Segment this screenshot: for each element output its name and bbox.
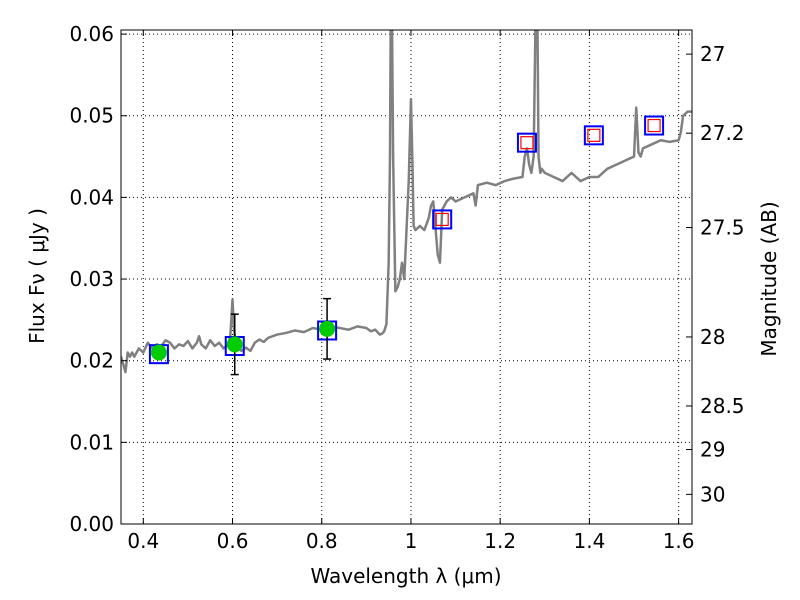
- x-tick-label: 1.4: [573, 529, 605, 553]
- x-tick-label: 0.4: [127, 529, 159, 553]
- x-tick-label: 1.6: [663, 529, 695, 553]
- upper-limit-marker: [435, 212, 449, 227]
- y-tick-label: 0.06: [69, 22, 114, 46]
- plot-data: [121, 30, 692, 376]
- x-tick-label: 1: [405, 529, 418, 553]
- y-tick-label: 0.01: [69, 430, 114, 454]
- model-square-marker: [583, 125, 604, 146]
- x-tick-label: 0.8: [306, 529, 338, 553]
- y-tick-label: 0.02: [69, 349, 114, 373]
- model-square-marker: [644, 115, 665, 136]
- tick-labels: 0.4 0.6 0.8 1 1.2 1.4 1.6 0.00 0.01 0.02 0.03 0.04 0…: [69, 22, 744, 553]
- upper-limit-marker: [647, 118, 661, 133]
- y2-tick-label: 27: [700, 42, 725, 66]
- y-tick-label: 0.04: [69, 185, 114, 209]
- y-axis-label: Flux Fν ( μJy ): [25, 208, 49, 344]
- y2-tick-label: 29: [700, 438, 725, 462]
- plot-frame: [120, 29, 693, 525]
- detection-point: [150, 344, 167, 361]
- axis-ticks: [121, 30, 692, 525]
- y2-tick-label: 27.2: [700, 121, 745, 145]
- model-square-marker: [516, 132, 537, 153]
- y-tick-label: 0.00: [69, 512, 114, 536]
- y2-tick-label: 27.5: [700, 216, 745, 240]
- detection-point: [319, 320, 336, 337]
- model-square-marker: [432, 209, 453, 230]
- y2-tick-label: 28.5: [700, 394, 745, 418]
- y-tick-label: 0.05: [69, 104, 114, 128]
- upper-limit-marker: [587, 128, 601, 142]
- detection-point: [226, 336, 243, 353]
- spectrum-line: [121, 30, 692, 374]
- x-tick-label: 0.6: [217, 529, 249, 553]
- y2-tick-label: 30: [700, 482, 725, 506]
- x-axis-label: Wavelength λ (μm): [310, 564, 501, 588]
- y-tick-label: 0.03: [69, 267, 114, 291]
- grid: [121, 30, 692, 525]
- right-axis-label: Magnitude (AB): [757, 201, 781, 356]
- x-tick-label: 1.2: [484, 529, 516, 553]
- upper-limit-marker: [520, 136, 534, 150]
- y2-tick-label: 28: [700, 325, 725, 349]
